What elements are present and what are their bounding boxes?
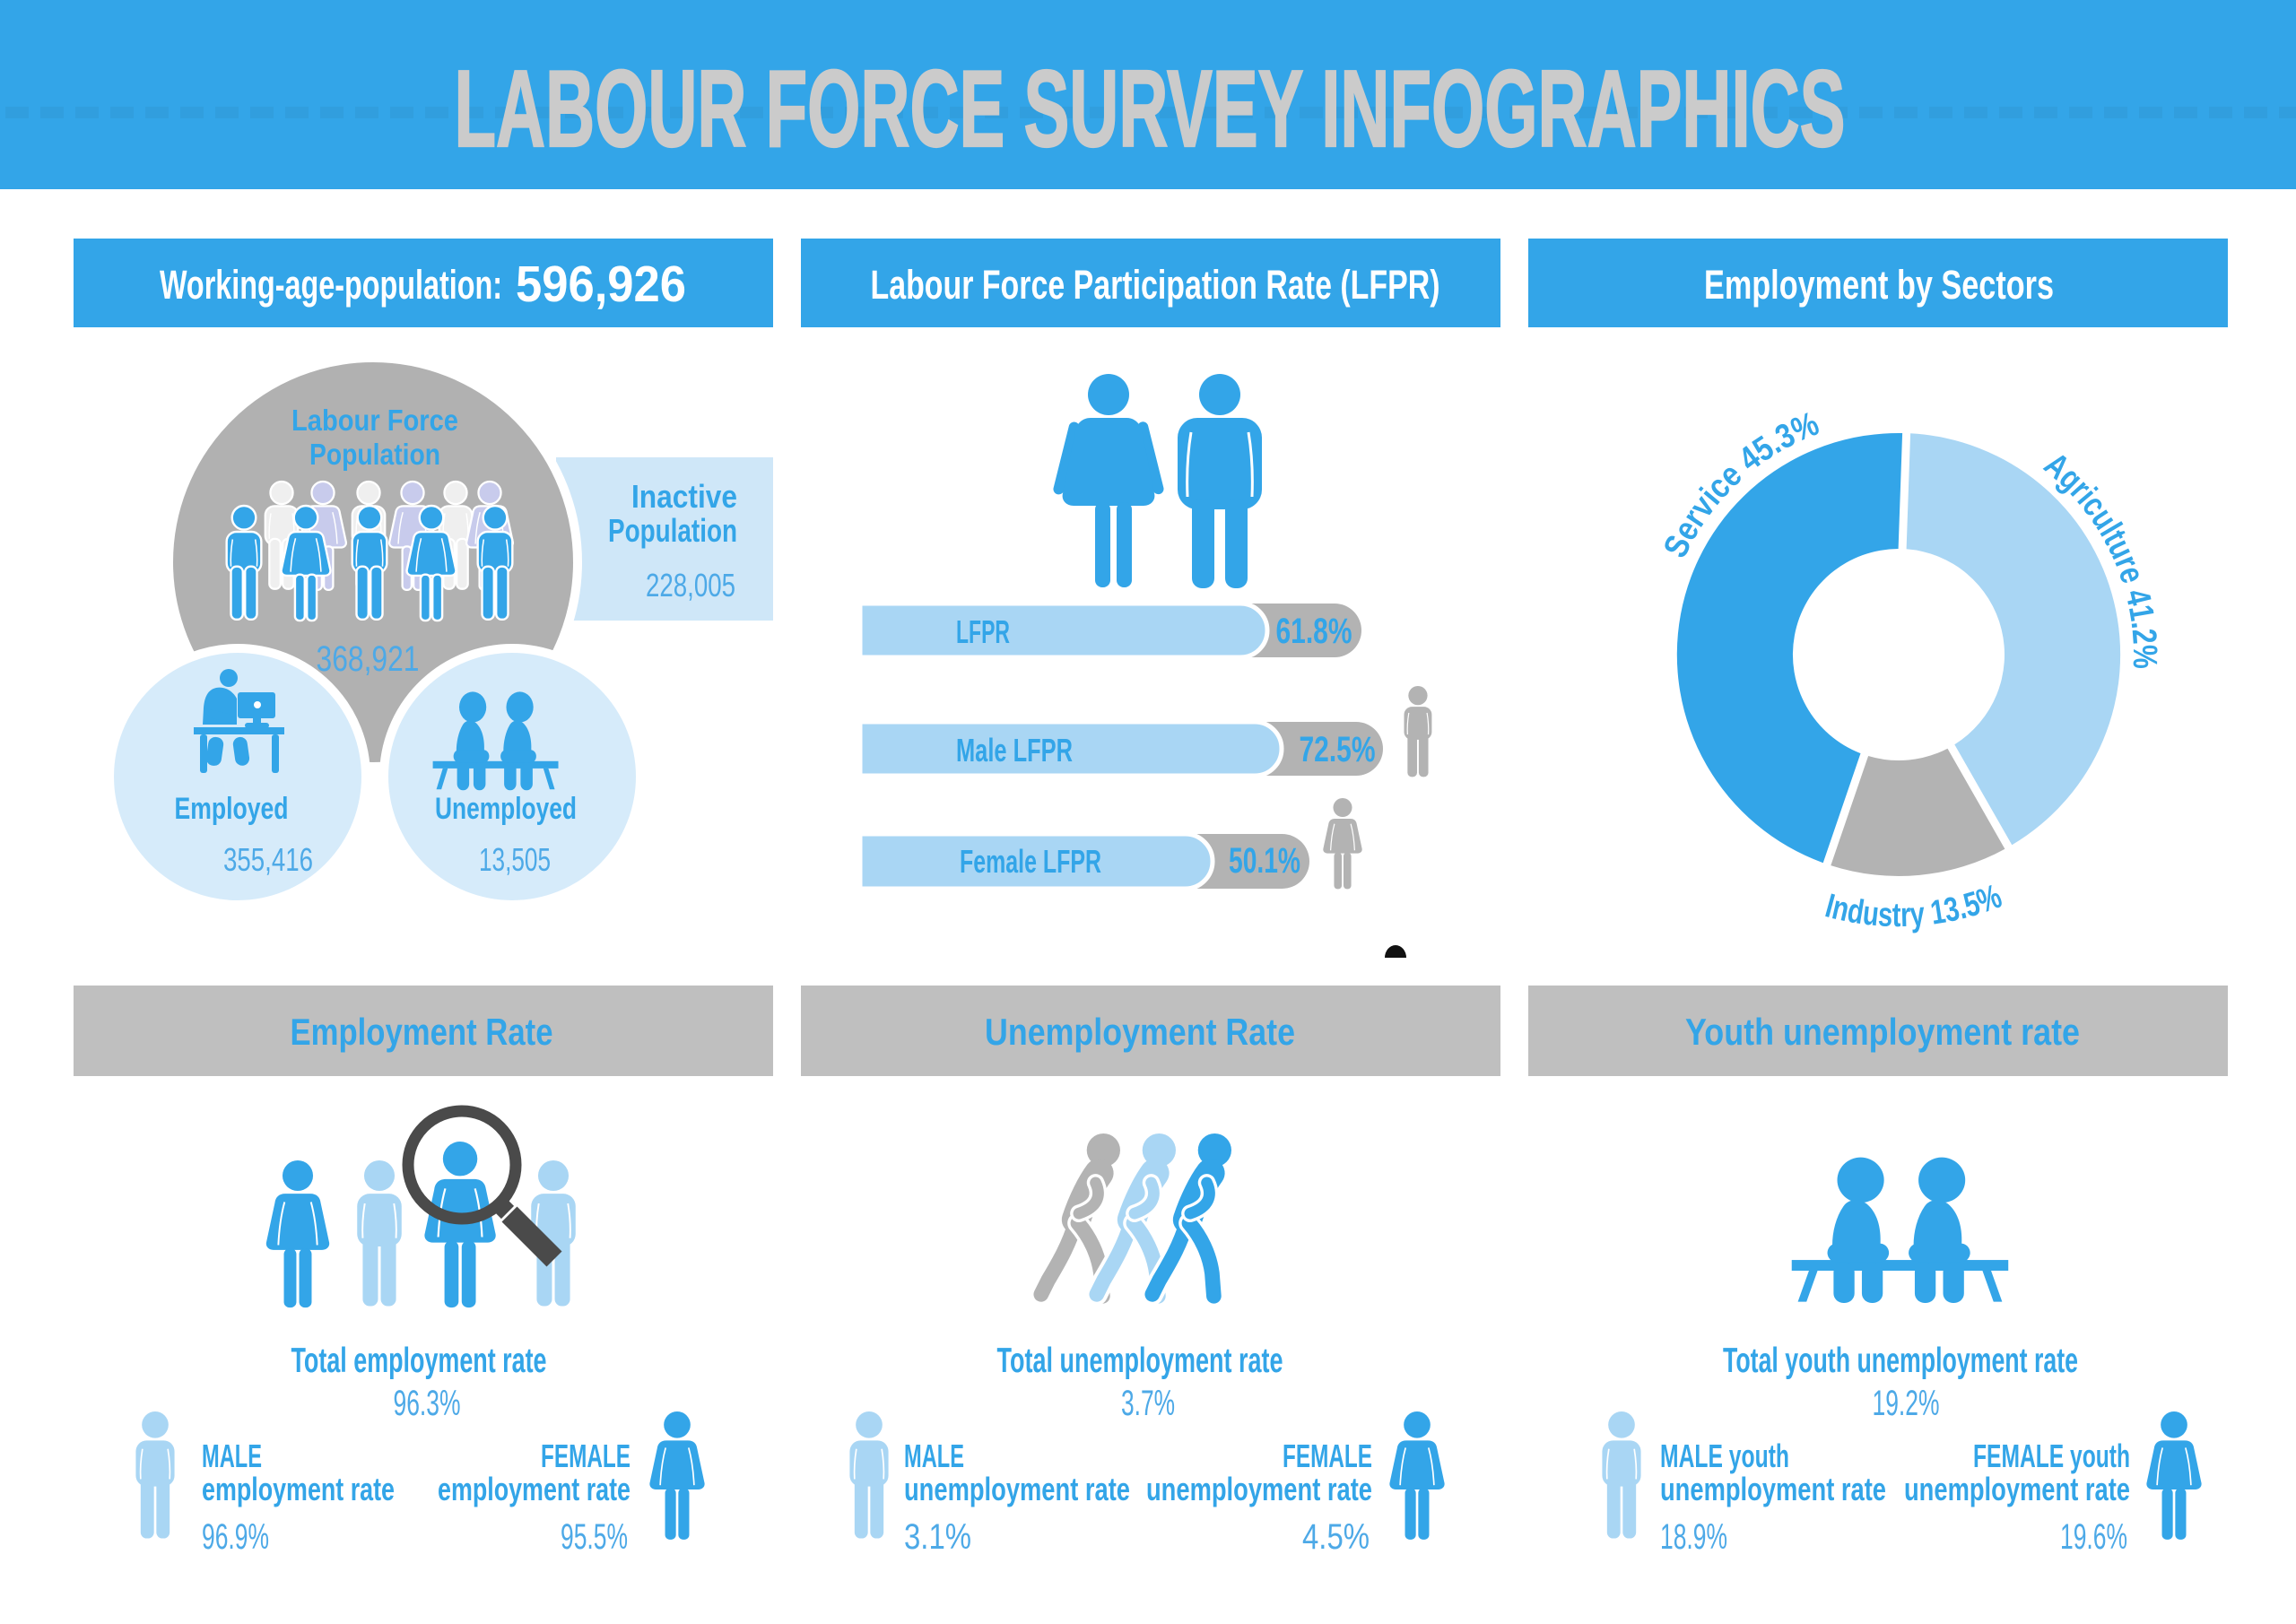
svg-text:LABOUR FORCE SURVEY INFOGRAPHI: LABOUR FORCE SURVEY INFOGRAPHICS bbox=[455, 48, 1846, 169]
svg-text:50.1%: 50.1% bbox=[1229, 841, 1300, 881]
svg-text:Employment by Sectors: Employment by Sectors bbox=[1704, 262, 2054, 308]
svg-text:Working-age-population:: Working-age-population: bbox=[160, 262, 502, 308]
svg-text:4.5%: 4.5% bbox=[1302, 1517, 1370, 1557]
svg-text:Female LFPR: Female LFPR bbox=[960, 843, 1101, 880]
svg-text:3.1%: 3.1% bbox=[904, 1517, 971, 1557]
svg-text:19.2%: 19.2% bbox=[1873, 1384, 1940, 1423]
svg-text:FEMALE: FEMALE bbox=[1283, 1437, 1372, 1474]
svg-text:Inactive: Inactive bbox=[631, 478, 737, 515]
svg-text:96.3%: 96.3% bbox=[394, 1384, 461, 1423]
svg-text:MALE: MALE bbox=[904, 1437, 964, 1474]
svg-text:unemployment rate: unemployment rate bbox=[1146, 1471, 1372, 1507]
svg-text:Population: Population bbox=[309, 438, 440, 471]
svg-text:unemployment rate: unemployment rate bbox=[1660, 1471, 1886, 1507]
svg-text:Total employment rate: Total employment rate bbox=[291, 1342, 547, 1380]
svg-text:61.8%: 61.8% bbox=[1276, 612, 1352, 651]
svg-text:228,005: 228,005 bbox=[646, 567, 735, 604]
svg-text:72.5%: 72.5% bbox=[1300, 730, 1376, 769]
svg-text:Unemployment Rate: Unemployment Rate bbox=[985, 1011, 1295, 1053]
svg-text:18.9%: 18.9% bbox=[1660, 1517, 1727, 1557]
svg-text:MALE: MALE bbox=[202, 1437, 262, 1474]
svg-text:Employed: Employed bbox=[175, 792, 289, 826]
svg-text:95.5%: 95.5% bbox=[561, 1517, 628, 1557]
svg-text:Total unemployment rate: Total unemployment rate bbox=[997, 1342, 1283, 1380]
svg-text:employment rate: employment rate bbox=[202, 1471, 395, 1507]
svg-text:Youth unemployment rate: Youth unemployment rate bbox=[1685, 1011, 2080, 1053]
svg-text:Male LFPR: Male LFPR bbox=[956, 732, 1073, 769]
svg-text:FEMALE: FEMALE bbox=[541, 1437, 631, 1474]
svg-text:Labour Force: Labour Force bbox=[291, 404, 458, 437]
svg-text:Population: Population bbox=[608, 512, 737, 549]
svg-text:355,416: 355,416 bbox=[223, 841, 313, 878]
svg-text:13,505: 13,505 bbox=[479, 841, 551, 878]
svg-text:368,921: 368,921 bbox=[317, 639, 420, 679]
svg-text:FEMALE youth: FEMALE youth bbox=[1973, 1437, 2130, 1474]
svg-text:unemployment rate: unemployment rate bbox=[1904, 1471, 2130, 1507]
svg-text:96.9%: 96.9% bbox=[202, 1517, 269, 1557]
svg-text:596,926: 596,926 bbox=[516, 256, 686, 313]
svg-text:19.6%: 19.6% bbox=[2060, 1517, 2127, 1557]
svg-text:3.7%: 3.7% bbox=[1121, 1384, 1175, 1423]
svg-text:Unemployed: Unemployed bbox=[435, 792, 577, 826]
svg-text:MALE youth: MALE youth bbox=[1660, 1437, 1789, 1474]
svg-text:Employment Rate: Employment Rate bbox=[291, 1011, 553, 1053]
svg-text:Labour Force Participation Rat: Labour Force Participation Rate (LFPR) bbox=[871, 262, 1440, 308]
svg-text:Total youth unemployment rate: Total youth unemployment rate bbox=[1723, 1342, 2078, 1380]
svg-text:LFPR: LFPR bbox=[956, 613, 1010, 650]
svg-text:unemployment rate: unemployment rate bbox=[904, 1471, 1130, 1507]
svg-text:employment rate: employment rate bbox=[438, 1471, 631, 1507]
